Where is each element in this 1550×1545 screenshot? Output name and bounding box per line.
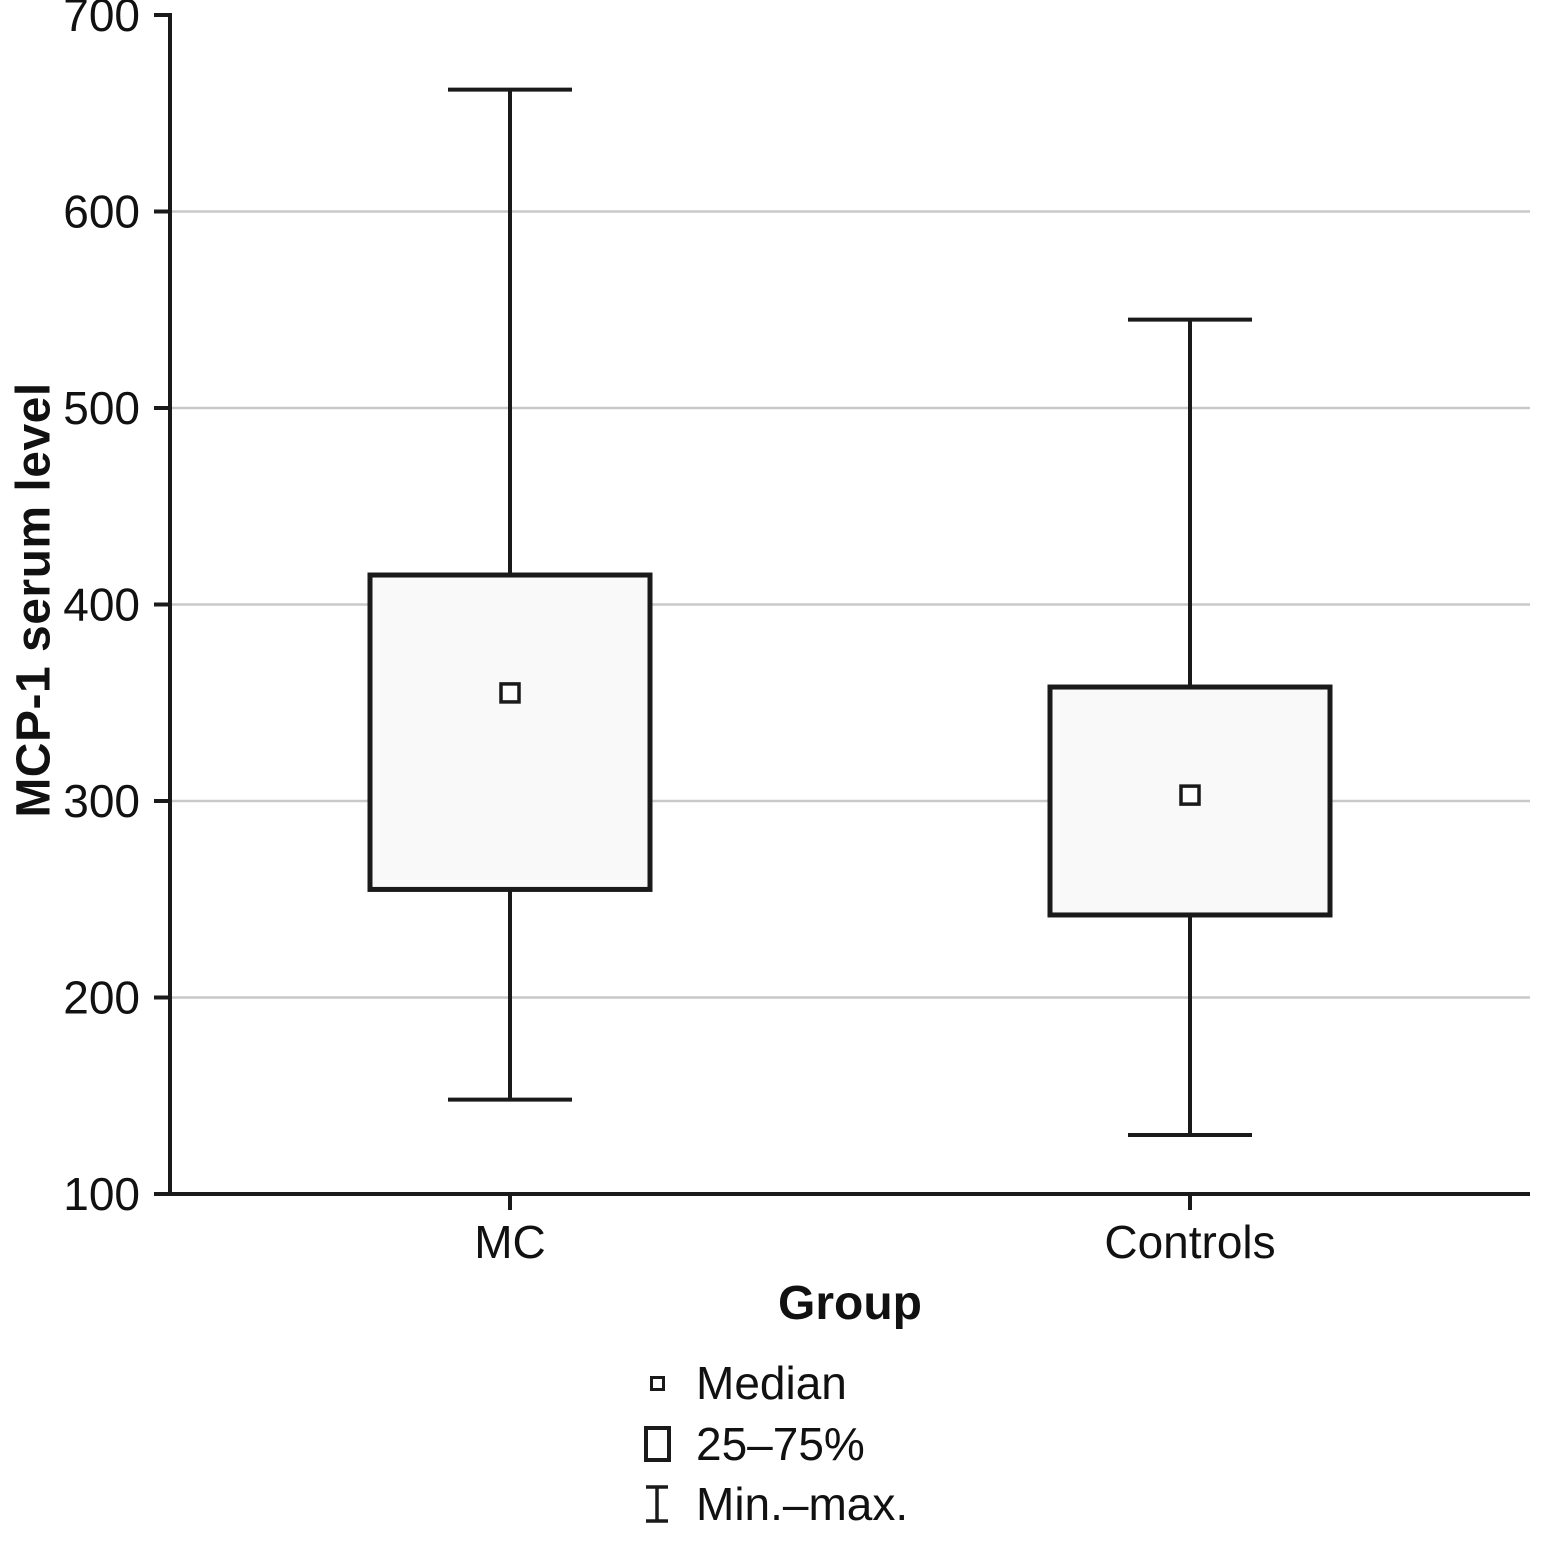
median-square-icon [636, 1375, 678, 1391]
min-max-whisker-icon [636, 1483, 678, 1525]
y-tick-label: 500 [63, 382, 140, 434]
x-category-label: Controls [1104, 1216, 1275, 1268]
y-axis-title: MCP-1 serum level [7, 382, 61, 818]
iqr-box [367, 572, 653, 892]
y-tick-label: 700 [63, 0, 140, 41]
x-axis-title: Group [778, 1277, 922, 1330]
y-tick-label: 200 [63, 972, 140, 1024]
legend-item-box: 25–75% [636, 1417, 908, 1470]
median-marker [1179, 784, 1201, 806]
legend-label: Min.–max. [696, 1478, 909, 1531]
x-category-label: MC [474, 1216, 546, 1268]
legend-item-median: Median [636, 1358, 908, 1409]
legend-label: Median [696, 1357, 847, 1409]
legend-item-minmax: Min.–max. [636, 1479, 908, 1530]
y-tick-label: 100 [63, 1168, 140, 1220]
y-tick-label: 300 [63, 775, 140, 827]
legend: Median 25–75% Min.–max. [636, 1358, 908, 1530]
legend-label: 25–75% [696, 1417, 865, 1470]
y-tick-label: 600 [63, 186, 140, 238]
box-25-75-icon [636, 1425, 678, 1462]
y-tick-label: 400 [63, 579, 140, 631]
median-marker [499, 682, 521, 704]
